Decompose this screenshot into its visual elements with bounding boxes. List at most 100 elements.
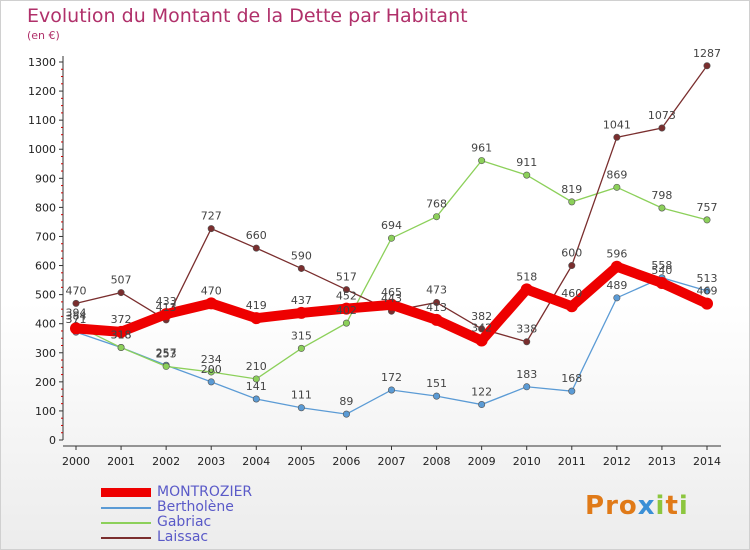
- series-montrozier-data-label: 384: [66, 309, 87, 322]
- series-montrozier-data-label: 465: [381, 286, 402, 299]
- series-bertholne-point: [703, 287, 711, 295]
- series-gabriac-point: [297, 344, 305, 352]
- series-bertholne-data-label: 257: [156, 346, 177, 359]
- y-tick-label: 1000: [28, 143, 56, 156]
- x-tick-label: 2008: [423, 455, 451, 468]
- y-tick-label: 1300: [28, 56, 56, 69]
- chart-axes: 0 100 200 300 400 500 600 700 800 900 1000 1100 1200…: [28, 56, 721, 468]
- series-montrozier-point: [610, 260, 623, 273]
- legend-swatch: [101, 537, 151, 539]
- logo-letter: x: [637, 491, 656, 521]
- series-laissac-data-label: 470: [66, 284, 87, 297]
- y-tick-label: 1200: [28, 85, 56, 98]
- y-tick-label: 100: [35, 405, 56, 418]
- series-gabriac-data-label: 819: [561, 183, 582, 196]
- series-montrozier-point: [565, 300, 578, 313]
- series-gabriac-data-label: 402: [336, 304, 357, 317]
- series-gabriac-data-label: 253: [156, 347, 177, 360]
- y-tick-label: 0: [49, 434, 56, 447]
- series-gabriac-data-label: 210: [246, 360, 267, 373]
- series-laissac-point: [433, 298, 441, 306]
- series-montrozier-data-label: 372: [111, 313, 132, 326]
- chart-title: Evolution du Montant de la Dette par Hab…: [27, 5, 468, 27]
- series-bertholne-point: [342, 410, 350, 418]
- series-laissac-point: [342, 286, 350, 294]
- y-tick-label: 700: [35, 230, 56, 243]
- x-tick-label: 2007: [378, 455, 406, 468]
- series-gabriac-data-label: 869: [606, 168, 627, 181]
- series-bertholne-point: [433, 392, 441, 400]
- series-gabriac-point: [568, 198, 576, 206]
- series-bertholne-point: [613, 294, 621, 302]
- series-montrozier-point: [520, 283, 533, 296]
- series-laissac-point: [658, 124, 666, 132]
- series-montrozier-point: [475, 334, 488, 347]
- logo-letter: i: [678, 491, 689, 521]
- legend-swatch: [101, 488, 151, 497]
- series-bertholne-data-label: 371: [66, 313, 87, 326]
- y-tick-label: 600: [35, 260, 56, 273]
- series-gabriac-data-label: 315: [291, 329, 312, 342]
- series-bertholne-data-label: 183: [516, 368, 537, 381]
- series-montrozier-point: [205, 297, 218, 310]
- series-bertholne-point: [387, 386, 395, 394]
- legend-label: Laissac: [157, 529, 209, 545]
- series-laissac-point: [613, 133, 621, 141]
- series-montrozier-data-label: 413: [426, 301, 447, 314]
- series-gabriac-data-label: 694: [381, 219, 402, 232]
- x-tick-label: 2005: [287, 455, 315, 468]
- series-gabriac-point: [387, 234, 395, 242]
- series-bertholne-data-label: 141: [246, 380, 267, 393]
- series-montrozier-point: [295, 306, 308, 319]
- legend: MONTROZIER Bertholène Gabriac Laissac: [101, 484, 341, 545]
- series-bertholne-data-label: 122: [471, 386, 492, 399]
- logo-letter: t: [665, 491, 679, 521]
- data-label-layer: 371 318 257 200 141 111 89 172 151 122 183 168 489 55…: [66, 47, 722, 408]
- series-montrozier-data-label: 437: [291, 294, 312, 307]
- series-bertholne-point: [252, 395, 260, 403]
- legend-item-laissac: Laissac: [101, 529, 341, 545]
- series-gabriac-point: [207, 368, 215, 376]
- series-laissac-data-label: 1287: [693, 47, 721, 60]
- series-gabriac-data-label: 961: [471, 142, 492, 155]
- series-montrozier-data-label: 469: [697, 285, 718, 298]
- legend-item-gabriac: Gabriac: [101, 514, 341, 530]
- series-layer: [70, 62, 713, 418]
- chart-subtitle: (en €): [27, 29, 60, 42]
- series-laissac-data-label: 517: [336, 271, 357, 284]
- legend-label: Gabriac: [157, 514, 212, 530]
- series-laissac-point: [207, 225, 215, 233]
- series-montrozier-point: [701, 297, 713, 310]
- x-tick-label: 2013: [648, 455, 676, 468]
- series-laissac-data-label: 413: [156, 301, 177, 314]
- x-tick-label: 2009: [468, 455, 496, 468]
- series-laissac-data-label: 338: [516, 323, 537, 336]
- y-tick-label: 500: [35, 289, 56, 302]
- logo-letter: r: [605, 491, 619, 521]
- series-gabriac-point: [433, 213, 441, 221]
- series-montrozier-data-label: 460: [561, 287, 582, 300]
- series-montrozier-point: [385, 298, 398, 311]
- series-gabriac-point: [162, 362, 170, 370]
- series-bertholne-data-label: 489: [606, 279, 627, 292]
- series-laissac-data-label: 382: [471, 310, 492, 323]
- series-gabriac-point: [342, 319, 350, 327]
- legend-swatch: [101, 522, 151, 524]
- series-laissac-point: [117, 289, 125, 297]
- series-montrozier-data-label: 540: [651, 264, 672, 277]
- series-montrozier-point: [430, 313, 443, 326]
- series-laissac-point: [297, 264, 305, 272]
- y-tick-label: 300: [35, 347, 56, 360]
- x-tick-label: 2003: [197, 455, 225, 468]
- series-gabriac-point: [523, 171, 531, 179]
- series-bertholne-data-label: 168: [561, 372, 582, 385]
- x-tick-label: 2002: [152, 455, 180, 468]
- series-gabriac-data-label: 234: [201, 353, 222, 366]
- series-gabriac-data-label: 318: [111, 329, 132, 342]
- series-montrozier-data-label: 452: [336, 290, 357, 303]
- series-montrozier-point: [250, 312, 263, 325]
- series-bertholne-data-label: 111: [291, 389, 312, 402]
- series-gabriac-point: [658, 204, 666, 212]
